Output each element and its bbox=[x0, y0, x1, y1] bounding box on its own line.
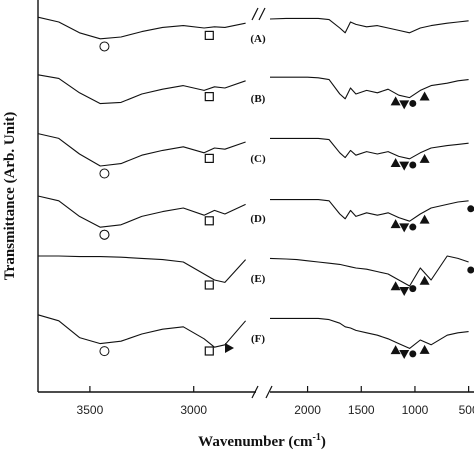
series-label-c: (C) bbox=[250, 153, 266, 165]
series-line-d-segment-1 bbox=[37, 195, 246, 228]
series-label-e: (E) bbox=[251, 273, 266, 285]
marker-triangle-f-30 bbox=[390, 345, 401, 355]
series-label-f: (F) bbox=[251, 333, 265, 345]
series-line-a-segment-2 bbox=[269, 17, 469, 34]
series-line-f-segment-1 bbox=[37, 314, 247, 348]
marker-square-d-15 bbox=[204, 216, 214, 226]
series-line-d-segment-2 bbox=[270, 199, 469, 222]
series-line-a-segment-1 bbox=[37, 16, 246, 40]
axis-break-mark bbox=[251, 385, 273, 399]
marker-circle-f-27 bbox=[99, 346, 110, 357]
marker-triangle-right-f-29 bbox=[225, 343, 235, 353]
marker-triangle-d-19 bbox=[419, 214, 430, 224]
marker-circle-d-14 bbox=[99, 229, 110, 240]
x-tick-label-2000: 2000 bbox=[294, 403, 321, 417]
x-tick-label-1500: 1500 bbox=[348, 403, 375, 417]
series-line-b-segment-1 bbox=[37, 74, 246, 105]
marker-triangle-down-d-17 bbox=[399, 223, 410, 233]
marker-triangle-b-5 bbox=[419, 91, 430, 101]
x-ticks: 3500 3000 2000 1500 1000 500 bbox=[77, 386, 474, 417]
marker-dot-d-20 bbox=[467, 205, 474, 213]
marker-dot-e-26 bbox=[467, 266, 474, 274]
plot-frame bbox=[37, 0, 474, 399]
marker-square-a-1 bbox=[204, 30, 214, 40]
marker-dot-d-18 bbox=[409, 223, 417, 231]
series-line-c-segment-2 bbox=[270, 137, 469, 160]
marker-square-b-6 bbox=[204, 91, 214, 102]
marker-triangle-down-c-9 bbox=[399, 161, 410, 171]
series-traces bbox=[37, 16, 469, 349]
marker-square-e-21 bbox=[204, 280, 214, 290]
marker-triangle-f-33 bbox=[419, 344, 430, 354]
y-axis-title: Transmittance (Arb. Unit) bbox=[2, 112, 18, 280]
top-break-mark bbox=[251, 7, 266, 21]
marker-dot-f-32 bbox=[409, 350, 417, 358]
marker-circle-a-0 bbox=[99, 41, 110, 52]
marker-triangle-e-22 bbox=[390, 281, 401, 291]
series-label-a: (A) bbox=[250, 33, 266, 45]
marker-triangle-down-e-23 bbox=[399, 287, 410, 296]
marker-triangle-down-b-3 bbox=[399, 100, 410, 110]
marker-dot-e-24 bbox=[409, 285, 417, 293]
series-label-b: (B) bbox=[251, 93, 266, 105]
marker-square-c-12 bbox=[204, 153, 214, 163]
marker-triangle-d-16 bbox=[390, 219, 401, 229]
marker-circle-c-7 bbox=[99, 168, 110, 179]
x-tick-label-3500: 3500 bbox=[77, 403, 104, 417]
series-line-e-segment-1 bbox=[38, 255, 247, 283]
peak-markers bbox=[99, 30, 474, 359]
marker-triangle-c-11 bbox=[419, 153, 430, 163]
series-line-e-segment-2 bbox=[269, 255, 469, 287]
series-line-f-segment-2 bbox=[270, 317, 469, 349]
x-tick-label-500: 500 bbox=[459, 403, 474, 417]
series-line-b-segment-2 bbox=[270, 76, 469, 100]
marker-dot-c-10 bbox=[409, 161, 417, 169]
series-labels: (A) (B) (C) (D) (E) (F) bbox=[250, 33, 266, 345]
marker-triangle-b-2 bbox=[390, 96, 401, 106]
x-tick-label-1000: 1000 bbox=[402, 403, 429, 417]
series-line-c-segment-1 bbox=[37, 133, 246, 167]
x-tick-label-3000: 3000 bbox=[180, 403, 207, 417]
marker-square-f-28 bbox=[204, 346, 214, 356]
marker-triangle-e-25 bbox=[419, 275, 430, 285]
series-label-d: (D) bbox=[250, 213, 266, 225]
marker-dot-b-4 bbox=[409, 99, 417, 107]
x-axis-title: Wavenumber (cm-1) bbox=[198, 432, 326, 450]
marker-triangle-c-8 bbox=[390, 157, 401, 167]
marker-triangle-down-f-31 bbox=[399, 350, 410, 359]
